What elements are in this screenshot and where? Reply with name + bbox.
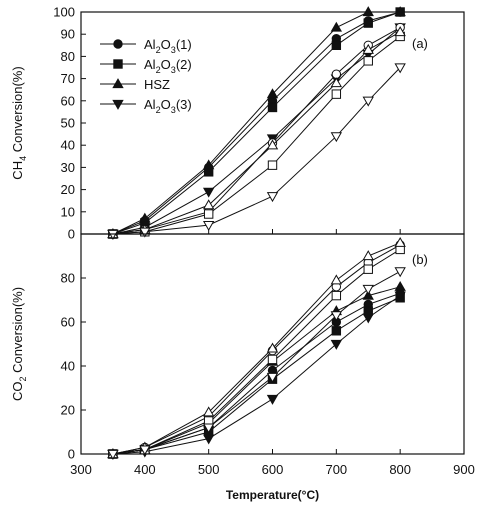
legend-label: Al2O3(2) xyxy=(144,57,192,75)
data-point xyxy=(394,6,406,17)
y-axis-label: CH4 Conversion(%) xyxy=(10,66,28,179)
y-tick-label: 40 xyxy=(61,138,75,153)
data-point xyxy=(394,26,406,37)
legend-label: HSZ xyxy=(144,77,170,92)
legend-marker xyxy=(112,99,124,110)
data-point xyxy=(139,212,151,223)
series-line xyxy=(112,248,401,455)
x-tick-label: 900 xyxy=(453,462,475,477)
data-point xyxy=(330,77,343,88)
y-tick-label: 40 xyxy=(61,359,75,374)
data-point xyxy=(266,342,279,353)
data-point xyxy=(330,21,343,32)
series-line xyxy=(112,242,401,455)
legend-marker xyxy=(113,59,123,69)
data-point xyxy=(394,236,406,247)
panel-label: (a) xyxy=(412,36,428,51)
data-point xyxy=(202,434,215,445)
y-tick-label: 70 xyxy=(61,71,75,86)
data-point xyxy=(266,394,279,405)
data-point xyxy=(203,209,214,219)
data-point xyxy=(267,354,278,365)
series-line xyxy=(112,270,401,455)
y-tick-label: 60 xyxy=(61,315,75,330)
data-point xyxy=(362,313,374,324)
series-line xyxy=(112,244,401,455)
legend-label: Al2O3(3) xyxy=(144,97,192,115)
y-tick-label: 50 xyxy=(61,116,75,131)
data-point xyxy=(330,274,343,285)
y-tick-label: 0 xyxy=(68,227,75,242)
data-point xyxy=(363,18,373,28)
data-point xyxy=(202,187,215,198)
data-point xyxy=(202,406,215,417)
data-point xyxy=(107,229,119,240)
y-tick-label: 80 xyxy=(61,271,75,286)
y-axis-label: CO2 Conversion(%) xyxy=(10,287,28,401)
data-point xyxy=(331,326,342,336)
x-tick-label: 600 xyxy=(262,462,284,477)
data-point xyxy=(202,220,215,231)
data-point xyxy=(266,372,279,383)
data-point xyxy=(266,88,279,99)
panel-a: 0 10 20 30 40 50 60 70 80 90 100 (a) CH4 Conversion(… xyxy=(10,5,465,242)
data-point xyxy=(267,102,278,113)
y-tick-label: 0 xyxy=(68,447,75,462)
data-point xyxy=(202,159,215,170)
data-point xyxy=(362,250,374,261)
x-tick-label: 400 xyxy=(134,462,156,477)
y-tick-label: 100 xyxy=(53,5,75,20)
data-point xyxy=(331,290,342,301)
data-point xyxy=(331,69,342,79)
data-point xyxy=(394,280,406,291)
data-point xyxy=(202,423,215,434)
data-point xyxy=(331,89,342,99)
legend-marker xyxy=(113,39,123,49)
x-tick-label: 300 xyxy=(70,462,92,477)
data-point xyxy=(107,449,119,460)
data-point xyxy=(363,264,373,274)
x-tick-label: 500 xyxy=(198,462,220,477)
data-point xyxy=(394,291,406,302)
y-tick-label: 10 xyxy=(61,204,75,219)
panel-b: 0 20 40 60 80 (b) CO2 Conversion(%) 300 400 500 60… xyxy=(10,233,475,502)
series-line xyxy=(112,286,401,455)
data-point xyxy=(330,311,343,322)
y-tick-label: 90 xyxy=(61,27,75,42)
legend-marker xyxy=(112,78,124,89)
data-point xyxy=(330,339,343,350)
data-point xyxy=(362,96,374,107)
data-point xyxy=(331,40,342,50)
data-point xyxy=(362,289,374,300)
x-tick-label: 800 xyxy=(389,462,411,477)
data-point xyxy=(362,6,374,17)
x-tick-label: 700 xyxy=(325,462,347,477)
data-point xyxy=(362,284,374,295)
data-point xyxy=(139,227,151,238)
data-point xyxy=(362,43,374,54)
data-point xyxy=(266,139,279,150)
data-point xyxy=(363,56,373,66)
legend-label: Al2O3(1) xyxy=(144,37,192,55)
data-point xyxy=(394,63,406,74)
y-tick-label: 20 xyxy=(61,403,75,418)
y-tick-label: 30 xyxy=(61,160,75,175)
data-point xyxy=(267,160,278,170)
y-tick-label: 20 xyxy=(61,182,75,197)
data-point xyxy=(202,199,215,210)
series-line xyxy=(112,297,401,455)
data-point xyxy=(266,192,279,203)
x-axis-label: Temperature(°C) xyxy=(226,488,319,502)
y-tick-label: 60 xyxy=(61,93,75,108)
data-point xyxy=(330,132,343,143)
data-point xyxy=(139,445,151,456)
data-point xyxy=(394,267,406,278)
panel-label: (b) xyxy=(412,252,428,267)
y-tick-label: 80 xyxy=(61,49,75,64)
